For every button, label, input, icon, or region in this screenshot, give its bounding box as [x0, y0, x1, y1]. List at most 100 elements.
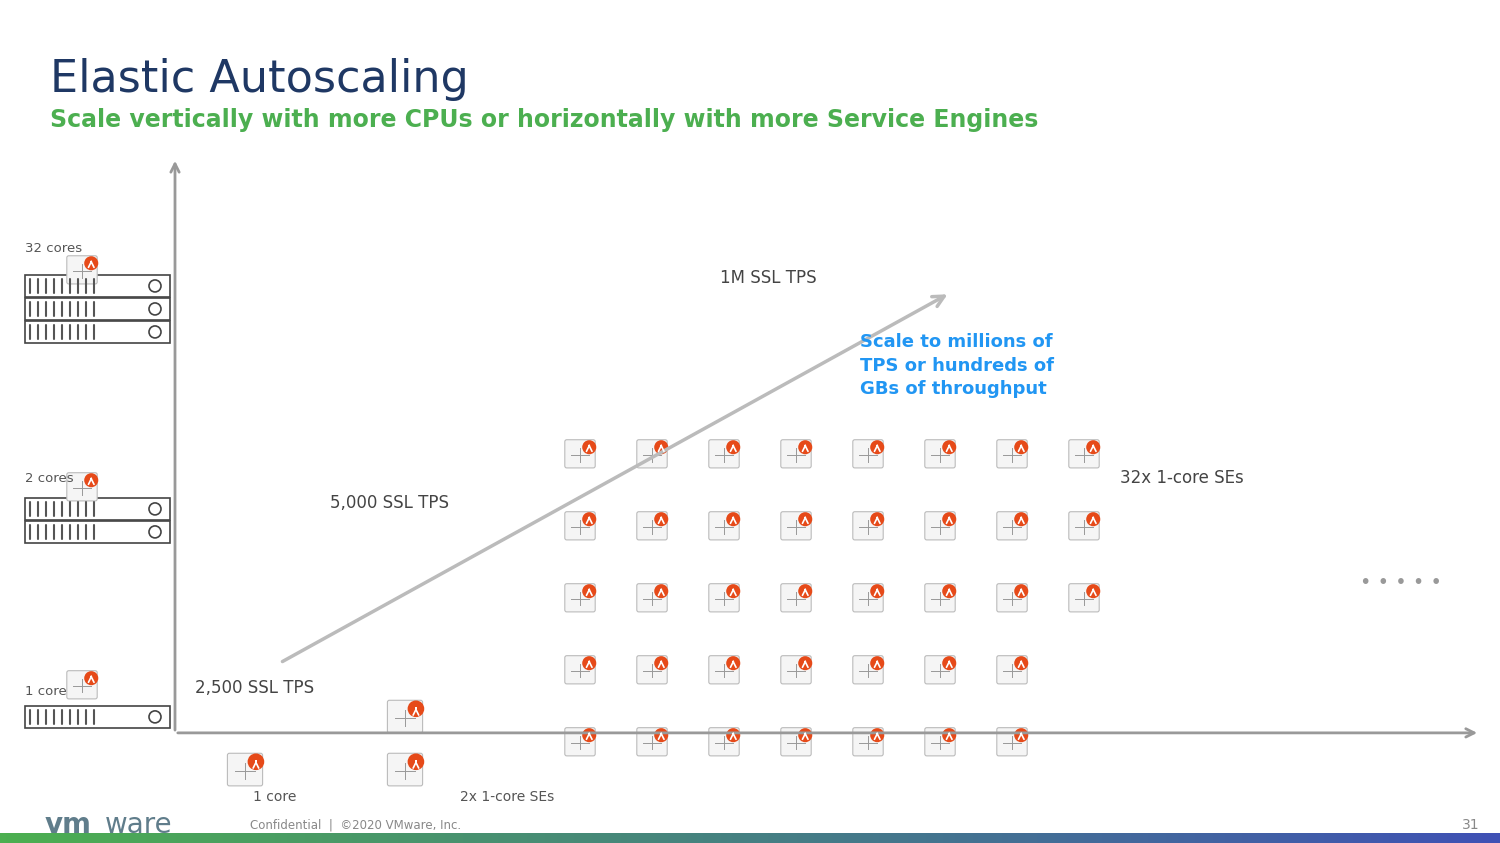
FancyBboxPatch shape — [998, 656, 1028, 684]
Circle shape — [1014, 728, 1029, 742]
Circle shape — [726, 440, 741, 454]
Text: Scale to millions of
TPS or hundreds of
GBs of throughput: Scale to millions of TPS or hundreds of … — [859, 333, 1054, 398]
FancyBboxPatch shape — [566, 440, 596, 468]
Circle shape — [654, 513, 669, 526]
Circle shape — [726, 728, 741, 742]
Circle shape — [798, 513, 813, 526]
Circle shape — [942, 728, 957, 742]
FancyBboxPatch shape — [782, 656, 812, 684]
Circle shape — [1014, 584, 1029, 599]
Circle shape — [408, 754, 424, 771]
Text: Elastic Autoscaling: Elastic Autoscaling — [50, 58, 468, 101]
Circle shape — [726, 656, 741, 670]
FancyBboxPatch shape — [998, 583, 1028, 612]
FancyBboxPatch shape — [926, 440, 956, 468]
Text: vm: vm — [45, 811, 92, 839]
Circle shape — [654, 440, 669, 454]
FancyBboxPatch shape — [1070, 440, 1100, 468]
Circle shape — [148, 711, 160, 723]
FancyBboxPatch shape — [782, 440, 812, 468]
Circle shape — [654, 728, 669, 742]
FancyBboxPatch shape — [926, 583, 956, 612]
Text: 32 cores: 32 cores — [26, 242, 82, 255]
FancyBboxPatch shape — [853, 440, 883, 468]
Circle shape — [84, 256, 99, 271]
FancyBboxPatch shape — [710, 512, 740, 540]
Circle shape — [654, 584, 669, 599]
Text: 1 core: 1 core — [26, 685, 66, 698]
FancyBboxPatch shape — [710, 583, 740, 612]
Text: 31: 31 — [1462, 818, 1480, 832]
Circle shape — [654, 656, 669, 670]
Circle shape — [726, 584, 741, 599]
Text: 2,500 SSL TPS: 2,500 SSL TPS — [195, 679, 314, 697]
FancyBboxPatch shape — [566, 512, 596, 540]
Circle shape — [248, 754, 264, 771]
Circle shape — [582, 440, 597, 454]
FancyBboxPatch shape — [68, 473, 98, 501]
Circle shape — [148, 303, 160, 315]
FancyBboxPatch shape — [638, 728, 668, 756]
Circle shape — [1086, 584, 1101, 599]
FancyBboxPatch shape — [782, 512, 812, 540]
FancyBboxPatch shape — [998, 728, 1028, 756]
FancyBboxPatch shape — [998, 440, 1028, 468]
FancyBboxPatch shape — [26, 321, 170, 343]
FancyBboxPatch shape — [782, 583, 812, 612]
Circle shape — [798, 728, 813, 742]
Circle shape — [942, 440, 957, 454]
FancyBboxPatch shape — [926, 656, 956, 684]
FancyBboxPatch shape — [26, 521, 170, 543]
FancyBboxPatch shape — [853, 728, 883, 756]
Circle shape — [408, 701, 424, 717]
Circle shape — [582, 584, 597, 599]
FancyBboxPatch shape — [638, 512, 668, 540]
FancyBboxPatch shape — [566, 728, 596, 756]
Text: 2 cores: 2 cores — [26, 472, 74, 485]
Text: 5,000 SSL TPS: 5,000 SSL TPS — [330, 494, 448, 512]
FancyBboxPatch shape — [1070, 512, 1100, 540]
Text: • • • • •: • • • • • — [1360, 573, 1442, 593]
Circle shape — [870, 656, 885, 670]
Circle shape — [870, 728, 885, 742]
Circle shape — [1014, 440, 1029, 454]
Circle shape — [1086, 513, 1101, 526]
FancyBboxPatch shape — [26, 275, 170, 297]
Text: 1M SSL TPS: 1M SSL TPS — [720, 269, 816, 287]
FancyBboxPatch shape — [710, 440, 740, 468]
Circle shape — [148, 280, 160, 292]
Circle shape — [1014, 513, 1029, 526]
Circle shape — [870, 513, 885, 526]
Circle shape — [942, 513, 957, 526]
FancyBboxPatch shape — [638, 583, 668, 612]
Circle shape — [870, 440, 885, 454]
Circle shape — [726, 513, 741, 526]
Text: Confidential  |  ©2020 VMware, Inc.: Confidential | ©2020 VMware, Inc. — [251, 819, 460, 831]
FancyBboxPatch shape — [1070, 583, 1100, 612]
Circle shape — [148, 526, 160, 538]
Circle shape — [798, 440, 813, 454]
FancyBboxPatch shape — [638, 656, 668, 684]
FancyBboxPatch shape — [926, 512, 956, 540]
FancyBboxPatch shape — [782, 728, 812, 756]
FancyBboxPatch shape — [228, 754, 262, 786]
FancyBboxPatch shape — [710, 728, 740, 756]
Text: ware: ware — [105, 811, 172, 839]
FancyBboxPatch shape — [68, 671, 98, 699]
Circle shape — [798, 584, 813, 599]
FancyBboxPatch shape — [998, 512, 1028, 540]
FancyBboxPatch shape — [853, 583, 883, 612]
Circle shape — [798, 656, 813, 670]
FancyBboxPatch shape — [566, 583, 596, 612]
Text: 32x 1-core SEs: 32x 1-core SEs — [1120, 469, 1244, 487]
Text: 2x 1-core SEs: 2x 1-core SEs — [460, 790, 555, 804]
FancyBboxPatch shape — [26, 498, 170, 520]
FancyBboxPatch shape — [853, 656, 883, 684]
FancyBboxPatch shape — [853, 512, 883, 540]
Circle shape — [148, 503, 160, 515]
Text: Scale vertically with more CPUs or horizontally with more Service Engines: Scale vertically with more CPUs or horiz… — [50, 108, 1038, 132]
FancyBboxPatch shape — [638, 440, 668, 468]
Circle shape — [870, 584, 885, 599]
FancyBboxPatch shape — [566, 656, 596, 684]
Circle shape — [582, 656, 597, 670]
